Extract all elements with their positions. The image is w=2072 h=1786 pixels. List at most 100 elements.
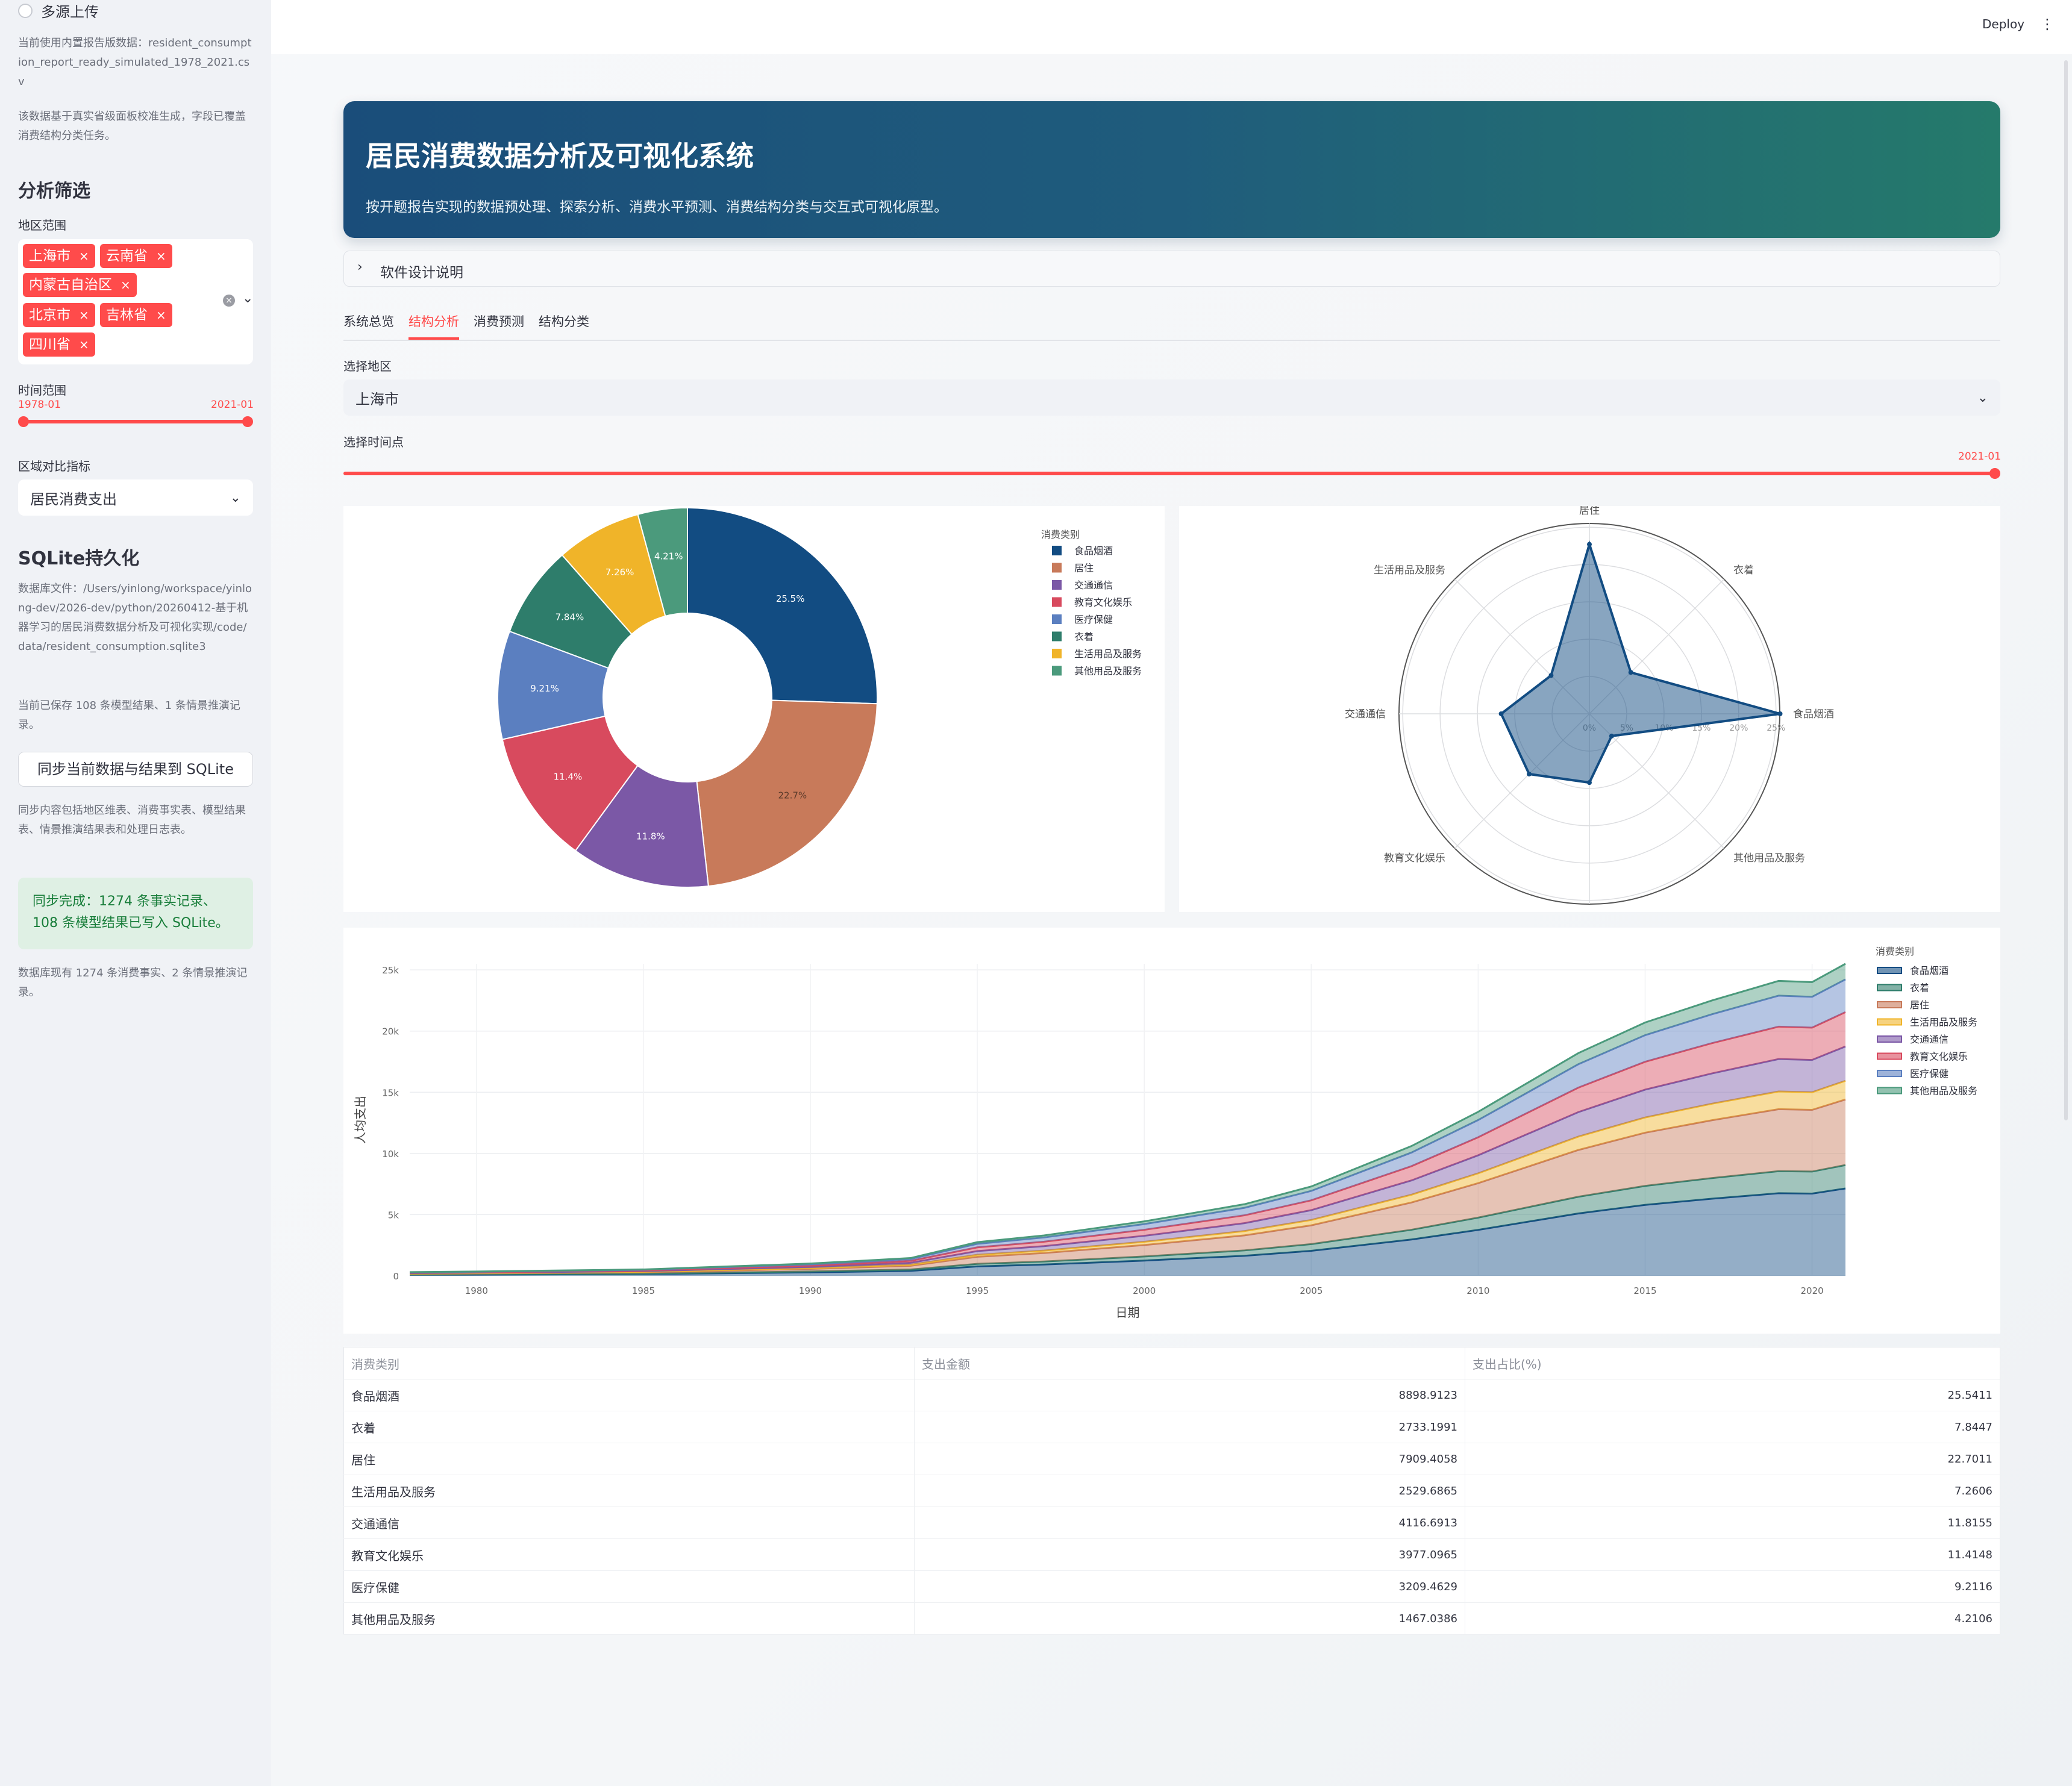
x-tick-label: 1990 <box>799 1285 822 1296</box>
slice-value-label: 11.4% <box>554 771 583 782</box>
table-row: 交通通信 4116.6913 11.8155 <box>343 1507 2000 1539</box>
slider-start-handle[interactable] <box>18 416 29 427</box>
x-tick-label: 2005 <box>1300 1285 1322 1296</box>
legend-swatch <box>1052 631 1062 642</box>
top-bar <box>271 0 2072 54</box>
share-cell: 11.8155 <box>1465 1507 2000 1539</box>
region-select[interactable]: 上海市 ⌄ <box>343 379 2000 416</box>
time-range-slider[interactable] <box>23 420 247 423</box>
time-point-slider[interactable] <box>343 472 1995 475</box>
calibration-note: 该数据基于真实省级面板校准生成，字段已覆盖消费结构分类任务。 <box>18 110 246 142</box>
region-tag[interactable]: 北京市 × <box>23 303 95 327</box>
chevron-right-icon: › <box>357 260 363 275</box>
category-table: 消费类别 支出金额 支出占比(%) 食品烟酒 8898.9123 25.5411 衣着… <box>343 1347 2000 1635</box>
remove-tag-icon[interactable]: × <box>79 249 89 263</box>
category-cell: 教育文化娱乐 <box>343 1538 915 1571</box>
y-tick-label: 0 <box>393 1271 399 1282</box>
slider-handle[interactable] <box>1989 468 2000 479</box>
tab-forecast[interactable]: 消费预测 <box>474 314 524 329</box>
compare-metric-select[interactable]: 居民消费支出 ⌄ <box>18 479 253 516</box>
category-cell: 医疗保健 <box>343 1570 915 1603</box>
amount-cell: 7909.4058 <box>914 1443 1465 1475</box>
slider-end-handle[interactable] <box>242 416 253 427</box>
legend-swatch <box>1877 1001 1902 1008</box>
col-header[interactable]: 消费类别 <box>343 1347 915 1379</box>
share-cell: 7.2606 <box>1465 1475 2000 1507</box>
legend-item: 其他用品及服务 <box>1910 1085 1977 1097</box>
chevron-down-icon: ⌄ <box>230 490 241 505</box>
legend-swatch <box>1877 967 1902 974</box>
x-tick-label: 2020 <box>1800 1285 1823 1296</box>
remove-tag-icon[interactable]: × <box>79 337 89 352</box>
amount-cell: 2529.6865 <box>914 1475 1465 1507</box>
area-series-line <box>409 1164 1846 1276</box>
amount-cell: 8898.9123 <box>914 1379 1465 1411</box>
amount-cell: 4116.6913 <box>914 1507 1465 1539</box>
legend-item: 衣着 <box>1074 631 1094 643</box>
sync-sqlite-button[interactable]: 同步当前数据与结果到 SQLite <box>18 752 253 787</box>
y-tick-label: 25k <box>382 965 399 976</box>
time-range-label: 时间范围 <box>18 383 66 398</box>
legend-item: 食品烟酒 <box>1910 965 1948 976</box>
legend-item: 居住 <box>1910 999 1929 1011</box>
design-notes-expander[interactable]: › 软件设计说明 <box>343 251 2000 287</box>
donut-slice <box>574 764 709 888</box>
remove-tag-icon[interactable]: × <box>79 308 89 322</box>
region-tag[interactable]: 上海市 × <box>23 244 95 268</box>
legend-item: 交通通信 <box>1074 579 1113 591</box>
region-tag[interactable]: 云南省 × <box>100 244 172 268</box>
radar-point <box>1548 673 1554 678</box>
y-tick-label: 20k <box>382 1026 399 1037</box>
legend-swatch <box>1052 614 1062 624</box>
radar-chart: 食品烟酒衣着居住生活用品及服务交通通信教育文化娱乐医疗保健其他用品及服务0%5%… <box>1345 505 1834 924</box>
radar-axis-label: 食品烟酒 <box>1793 708 1834 720</box>
col-header[interactable]: 支出金额 <box>914 1347 1465 1379</box>
multi-source-upload-radio[interactable]: 多源上传 <box>18 0 99 21</box>
time-start-value: 1978-01 <box>18 399 61 411</box>
tab-structure-analysis[interactable]: 结构分析 <box>408 314 459 329</box>
legend-swatch <box>1052 649 1062 658</box>
region-tag[interactable]: 四川省 × <box>23 333 95 357</box>
legend-swatch <box>1052 563 1062 573</box>
db-file-note: 数据库文件：/Users/yinlong/workspace/yinlong-d… <box>18 582 252 653</box>
slice-value-label: 7.26% <box>606 567 634 578</box>
saved-results-note: 当前已保存 108 条模型结果、1 条情景推演记录。 <box>18 699 240 731</box>
remove-tag-icon[interactable]: × <box>156 308 166 322</box>
radar-area <box>1500 540 1781 784</box>
legend-item: 教育文化娱乐 <box>1910 1051 1968 1063</box>
amount-cell: 3977.0965 <box>914 1538 1465 1571</box>
share-cell: 4.2106 <box>1465 1602 2000 1635</box>
radar-axis-label: 教育文化娱乐 <box>1384 852 1445 864</box>
chevron-down-icon[interactable]: ⌄ <box>242 291 254 306</box>
radar-point <box>1498 711 1504 716</box>
region-multiselect[interactable]: 上海市 × 云南省 × 内蒙古自治区 × 北京市 × 吉林省 × 四川省 × × ⌄ <box>18 239 253 364</box>
radio-circle-icon[interactable] <box>18 3 33 18</box>
scrollbar[interactable] <box>2064 60 2068 1120</box>
legend-item: 医疗保健 <box>1910 1068 1948 1079</box>
sidebar: 多源上传 当前使用内置报告版数据：resident_consumption_re… <box>0 0 271 1786</box>
deploy-button[interactable]: Deploy <box>1982 17 2025 31</box>
remove-tag-icon[interactable]: × <box>156 249 166 263</box>
legend-swatch <box>1877 1070 1902 1077</box>
tab-overview[interactable]: 系统总览 <box>343 314 394 329</box>
sync-success-alert: 同步完成：1274 条事实记录、108 条模型结果已写入 SQLite。 <box>18 878 253 949</box>
region-tag[interactable]: 吉林省 × <box>100 303 172 327</box>
donut-chart-panel: 25.5% 22.7% 11.8% 11.4% 9.21% 7.84% 7.26% 4.21%… <box>343 506 1165 912</box>
legend-swatch <box>1052 597 1062 607</box>
tab-classification[interactable]: 结构分类 <box>539 314 589 329</box>
clear-all-icon[interactable]: × <box>223 295 235 307</box>
y-axis-title: 人均支出 <box>353 1096 368 1144</box>
share-cell: 7.8447 <box>1465 1411 2000 1443</box>
amount-cell: 3209.4629 <box>914 1570 1465 1603</box>
legend-item: 生活用品及服务 <box>1074 648 1142 660</box>
slice-value-label: 9.21% <box>530 683 559 694</box>
col-header[interactable]: 支出占比(%) <box>1465 1347 2000 1379</box>
kebab-menu-icon[interactable]: ⋮ <box>2040 16 2055 33</box>
table-row: 医疗保健 3209.4629 9.2116 <box>343 1570 2000 1603</box>
tab-bar: 系统总览 结构分析 消费预测 结构分类 <box>343 306 2000 341</box>
table-header-row: 消费类别 支出金额 支出占比(%) <box>343 1347 2000 1379</box>
region-tag[interactable]: 内蒙古自治区 × <box>23 273 137 297</box>
remove-tag-icon[interactable]: × <box>121 278 131 292</box>
compare-metric-label: 区域对比指标 <box>18 459 90 473</box>
donut-slice <box>637 507 688 617</box>
